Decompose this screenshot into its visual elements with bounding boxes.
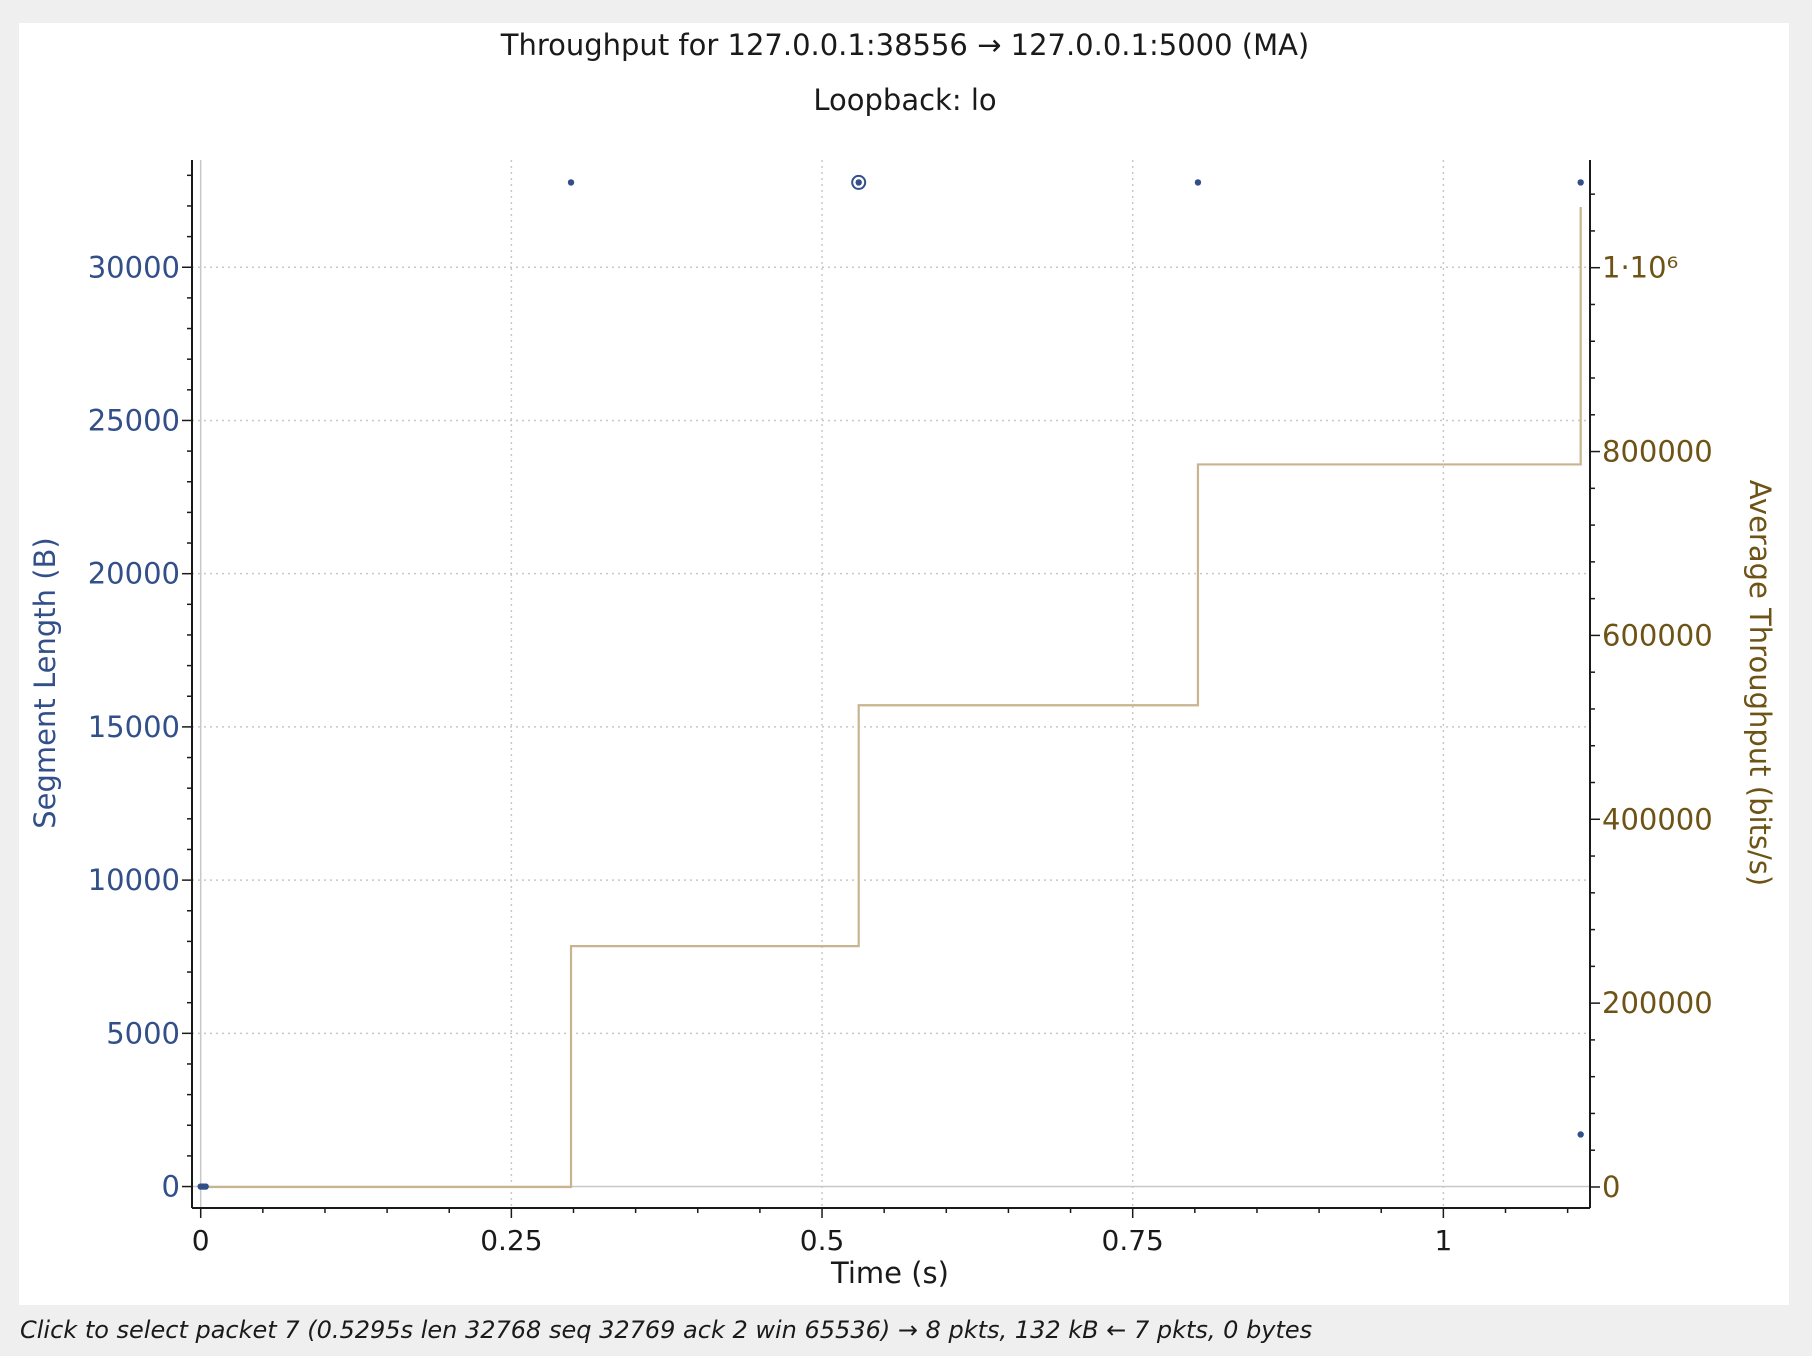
y2-tick-label: 800000	[1602, 435, 1713, 469]
selected-packet-ring	[851, 174, 867, 190]
plot-frame	[19, 23, 1789, 1305]
y-tick-label: 25000	[88, 403, 180, 437]
selected-packet-point	[855, 179, 862, 186]
segment-point	[1577, 179, 1584, 186]
x-tick-label: 0	[192, 1224, 210, 1257]
x-tick-label: 0.75	[1102, 1224, 1164, 1257]
segment-point	[1577, 1131, 1584, 1138]
x-tick-label: 0.5	[800, 1224, 845, 1257]
y2-tick-label: 200000	[1602, 986, 1713, 1020]
tick-labels: 0 0.25 0.5 0.75 1 0 5000 10000 15000 20000 25000 30…	[88, 250, 1713, 1257]
grid-lines	[192, 160, 1590, 1208]
chart-title: Throughput for 127.0.0.1:38556 → 127.0.0…	[500, 28, 1310, 62]
y2-tick-label: 0	[1602, 1170, 1620, 1204]
throughput-step-line	[200, 207, 1582, 1189]
y2-tick-label: 1·10⁶	[1602, 251, 1678, 285]
segment-point	[567, 179, 575, 186]
y2-axis-label: Average Throughput (bits/s)	[1743, 480, 1777, 886]
x-tick-label: 0.25	[480, 1224, 542, 1257]
x-axis-label: Time (s)	[830, 1256, 949, 1290]
y-axis-label: Segment Length (B)	[28, 537, 62, 829]
y-tick-label: 30000	[88, 250, 180, 284]
y2-tick-label: 400000	[1602, 802, 1713, 836]
y-tick-label: 15000	[88, 710, 180, 744]
y-tick-label: 5000	[106, 1016, 180, 1050]
y-tick-label: 20000	[88, 557, 180, 591]
status-bar: Click to select packet 7 (0.5295s len 32…	[20, 1316, 1313, 1344]
chart-subtitle: Loopback: lo	[813, 83, 996, 117]
series	[197, 174, 1584, 1190]
axes	[182, 160, 1600, 1218]
y2-tick-label: 600000	[1602, 618, 1713, 652]
y-tick-label: 10000	[88, 863, 180, 897]
y-tick-label: 0	[162, 1170, 180, 1204]
x-tick-label: 1	[1434, 1224, 1452, 1257]
segment-point	[1194, 179, 1202, 186]
segment-point	[202, 1183, 209, 1190]
